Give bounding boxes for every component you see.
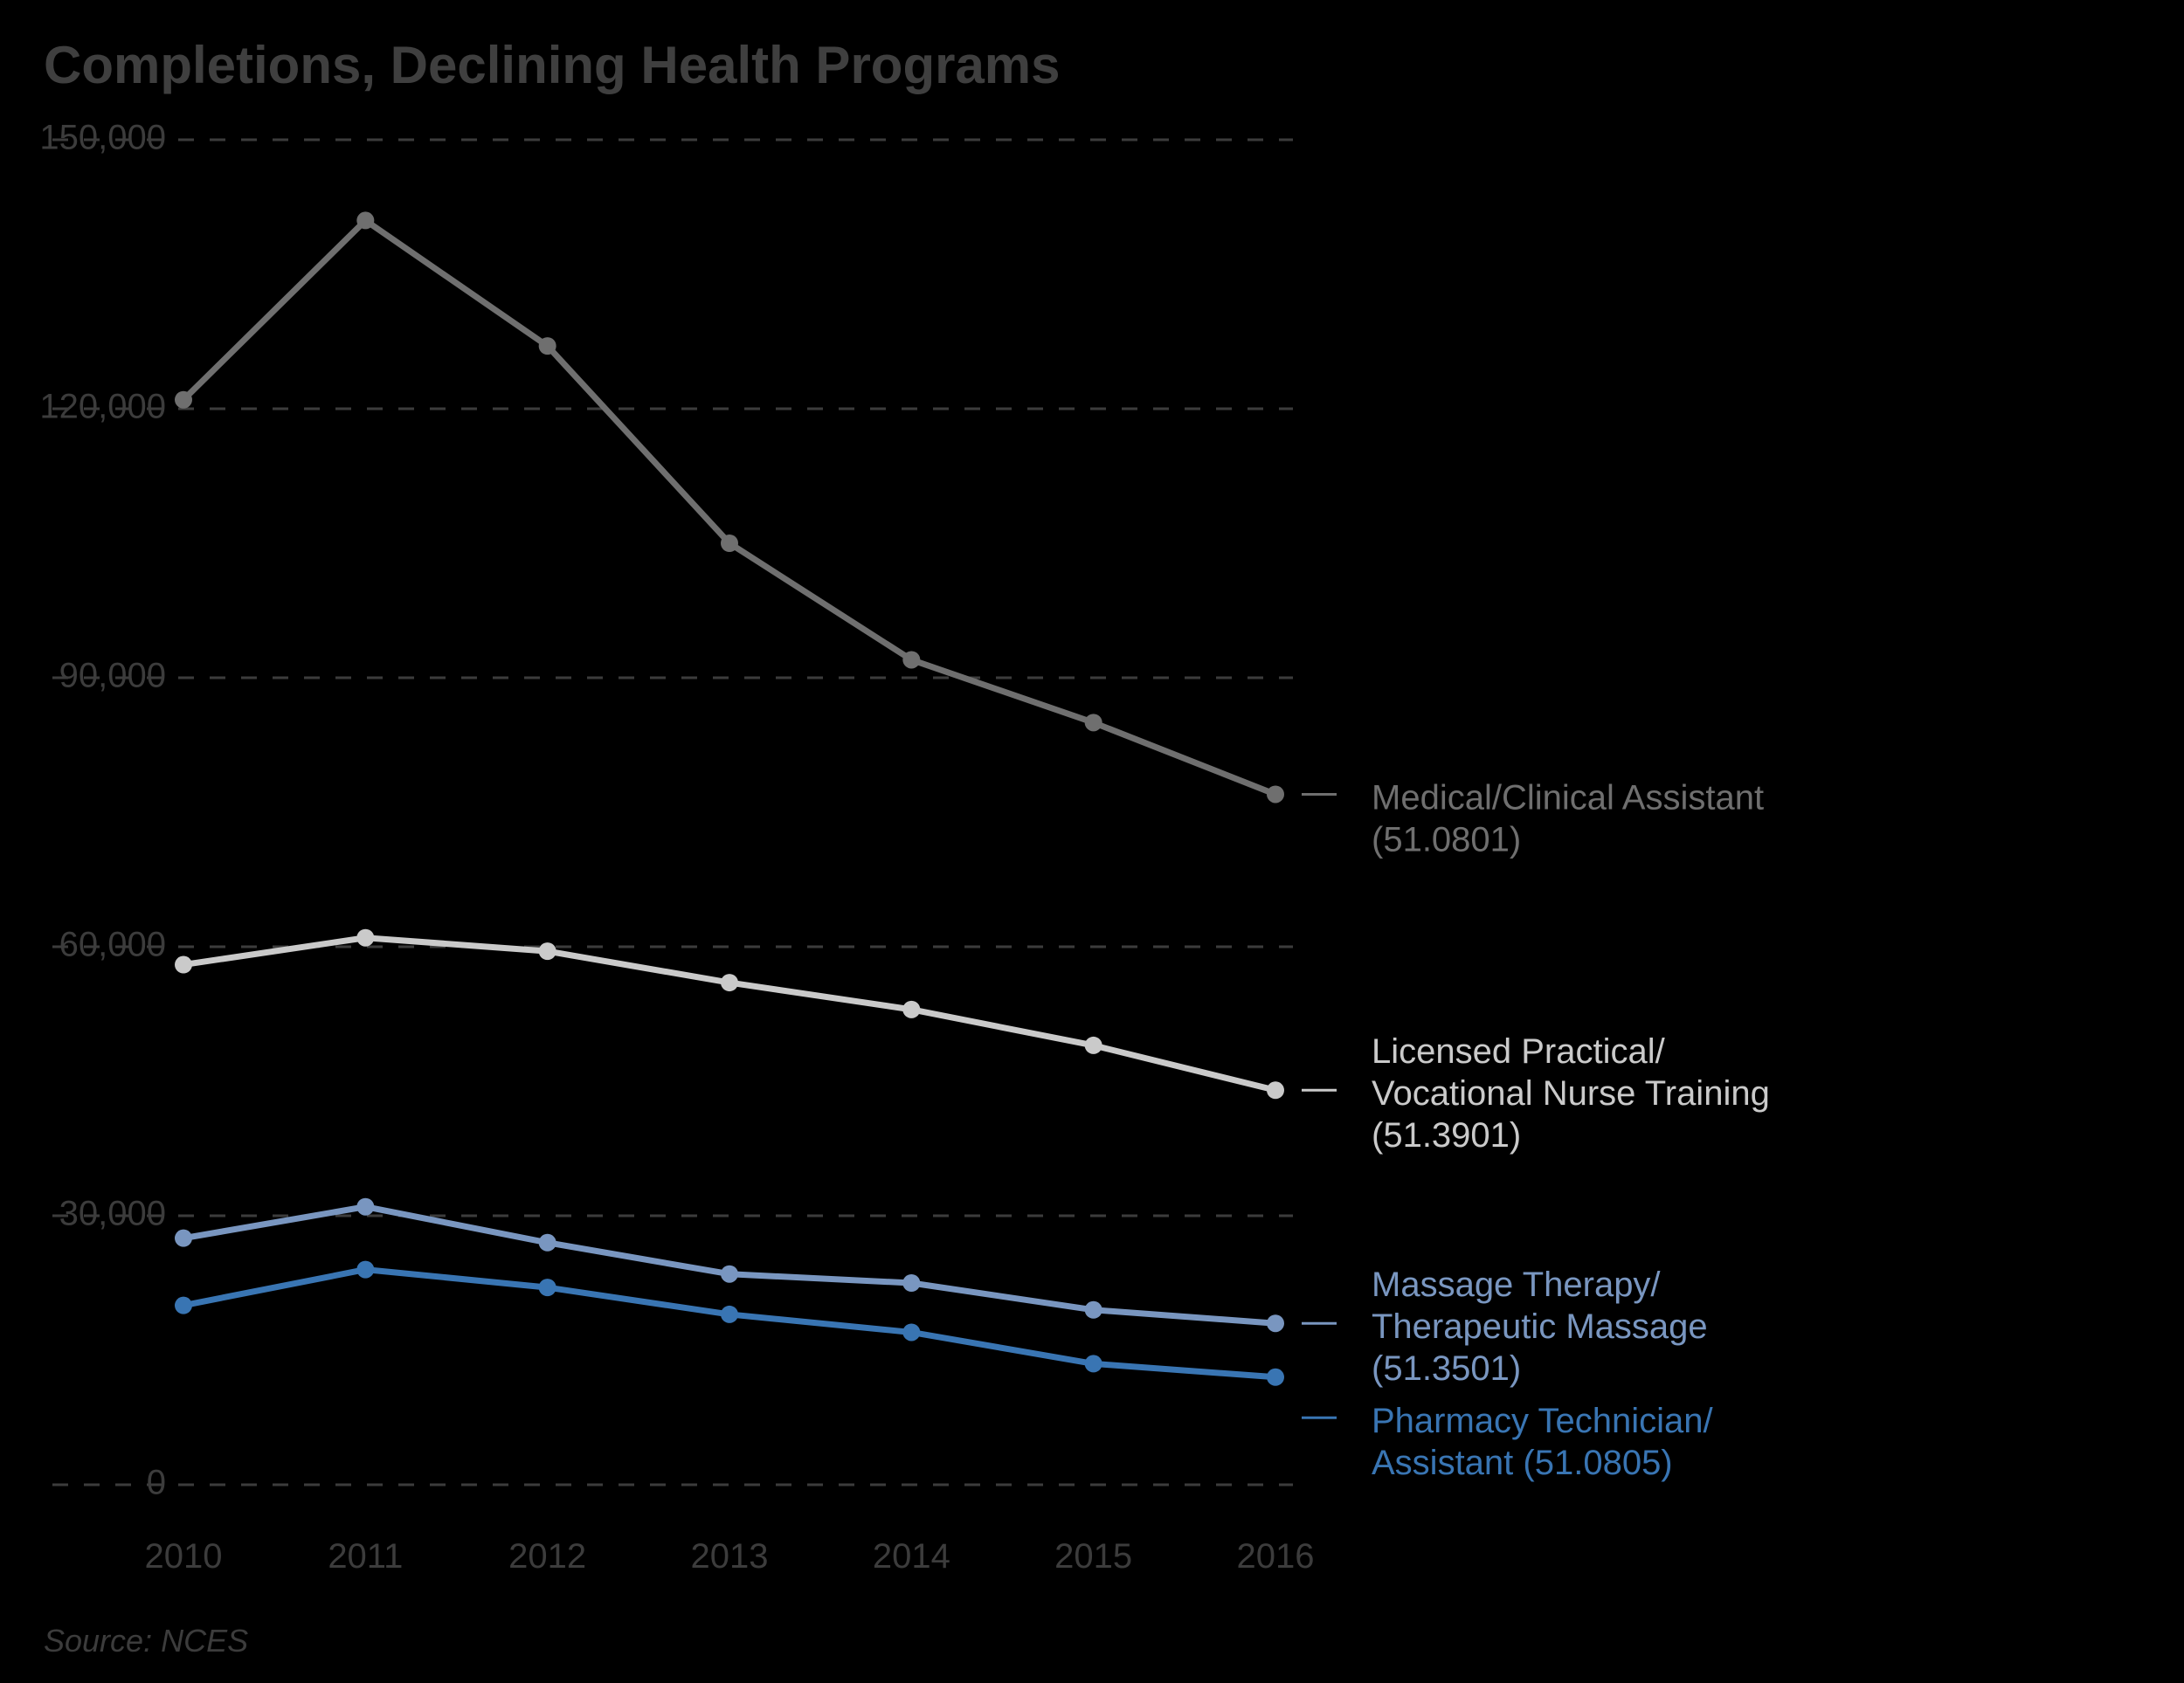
series-marker — [721, 1306, 738, 1323]
series-label: (51.3901) — [1372, 1116, 1521, 1155]
series-line — [183, 220, 1275, 794]
series-marker — [902, 1323, 920, 1341]
x-tick-label: 2010 — [145, 1537, 223, 1576]
x-tick-label: 2016 — [1237, 1537, 1315, 1576]
series-label: Therapeutic Massage — [1372, 1307, 1708, 1346]
y-tick-label: 60,000 — [59, 926, 166, 964]
series-marker — [175, 1297, 192, 1314]
y-tick-label: 120,000 — [39, 388, 166, 426]
series-marker — [539, 1279, 556, 1296]
series-marker — [1267, 1314, 1284, 1332]
series-marker — [1267, 1081, 1284, 1099]
series-label: Assistant (51.0805) — [1372, 1444, 1673, 1482]
series-marker — [1267, 785, 1284, 803]
series-marker — [721, 1266, 738, 1283]
series-label: (51.0801) — [1372, 820, 1521, 859]
series-marker — [902, 1274, 920, 1292]
series-marker — [356, 1261, 374, 1279]
series-marker — [539, 942, 556, 960]
series-label: Massage Therapy/ — [1372, 1266, 1661, 1304]
y-tick-label: 30,000 — [59, 1195, 166, 1233]
series-marker — [356, 211, 374, 229]
series-marker — [539, 337, 556, 355]
series-label: Medical/Clinical Assistant — [1372, 778, 1764, 817]
series-marker — [356, 1198, 374, 1216]
series-marker — [1085, 714, 1102, 731]
series-label: Licensed Practical/ — [1372, 1032, 1666, 1071]
series-marker — [1085, 1301, 1102, 1319]
series-marker — [175, 391, 192, 409]
x-tick-label: 2011 — [328, 1537, 403, 1576]
series-marker — [902, 651, 920, 668]
y-tick-label: 150,000 — [39, 119, 166, 157]
series-marker — [721, 974, 738, 991]
y-tick-label: 0 — [147, 1464, 166, 1502]
series-marker — [721, 535, 738, 552]
x-tick-label: 2012 — [508, 1537, 586, 1576]
series-marker — [1267, 1369, 1284, 1386]
x-tick-label: 2013 — [691, 1537, 769, 1576]
x-tick-label: 2014 — [873, 1537, 950, 1576]
series-marker — [175, 1230, 192, 1247]
series-marker — [539, 1234, 556, 1252]
series-marker — [1085, 1355, 1102, 1372]
series-line — [183, 1270, 1275, 1377]
series-line — [183, 938, 1275, 1091]
chart-container: Completions, Declining Health Programs 0… — [0, 0, 2184, 1683]
series-marker — [1085, 1037, 1102, 1054]
y-tick-label: 90,000 — [59, 657, 166, 695]
x-tick-label: 2015 — [1054, 1537, 1132, 1576]
series-marker — [902, 1001, 920, 1018]
chart-source: Source: NCES — [44, 1623, 248, 1659]
series-label: Pharmacy Technician/ — [1372, 1402, 1713, 1440]
series-marker — [175, 956, 192, 974]
line-chart: 0 30,000 60,000 90,000 120,000 150,000 2010 201… — [0, 0, 2184, 1683]
series-label: (51.3501) — [1372, 1349, 1521, 1388]
series-label: Vocational Nurse Training — [1372, 1074, 1770, 1113]
series-marker — [356, 929, 374, 947]
